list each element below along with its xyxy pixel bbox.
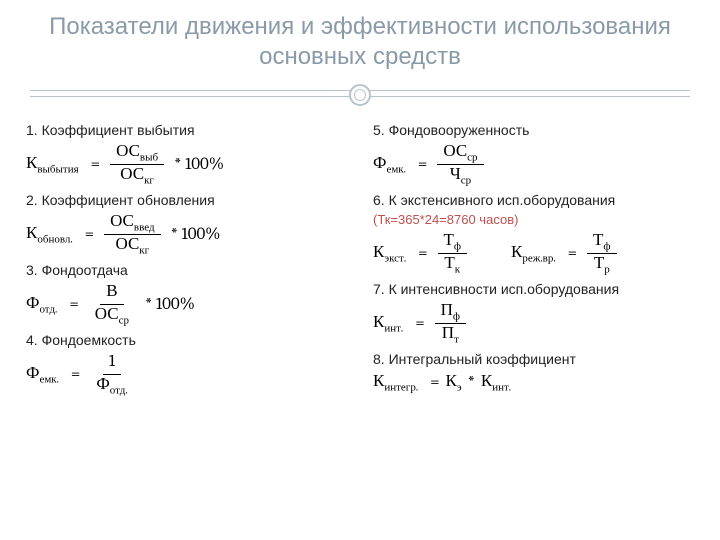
item-5: 5. Фондовооруженность Фемк. = ОСср Чср — [373, 122, 704, 186]
item-title: 7. К интенсивности исп.оборудования — [373, 281, 704, 297]
formula: Кинтегр. = Кэ * Кинт. — [373, 371, 704, 393]
item-3: 3. Фондоотдача Фотд. = В ОСср * 100% — [26, 262, 357, 326]
item-title: 3. Фондоотдача — [26, 262, 357, 278]
item-7: 7. К интенсивности исп.оборудования Кинт… — [373, 281, 704, 345]
item-4: 4. Фондоемкость Фемк. = 1 Фотд. — [26, 332, 357, 396]
formula: Фемк. = 1 Фотд. — [26, 352, 357, 396]
item-title: 4. Фондоемкость — [26, 332, 357, 348]
item-6: 6. К экстенсивного исп.оборудования (Тк=… — [373, 192, 704, 275]
formula: Кэкст. = Тф Тк Креж.вр. = Тф Тр — [373, 231, 704, 275]
formula: Кинт. = Пф Пт — [373, 301, 704, 345]
left-column: 1. Коэффициент выбытия Квыбытия = ОСвыб … — [26, 116, 365, 403]
item-1: 1. Коэффициент выбытия Квыбытия = ОСвыб … — [26, 122, 357, 186]
formula: Кобновл. = ОСввед ОСкг * 100% — [26, 212, 357, 256]
item-title: 5. Фондовооруженность — [373, 122, 704, 138]
item-title: 2. Коэффициент обновления — [26, 192, 357, 208]
item-8: 8. Интегральный коэффициент Кинтегр. = К… — [373, 351, 704, 393]
item-title: 1. Коэффициент выбытия — [26, 122, 357, 138]
formula: Квыбытия = ОСвыб ОСкг * 100% — [26, 142, 357, 186]
slide-title: Показатели движения и эффективности испо… — [0, 0, 720, 78]
item-2: 2. Коэффициент обновления Кобновл. = ОСв… — [26, 192, 357, 256]
right-column: 5. Фондовооруженность Фемк. = ОСср Чср 6… — [365, 116, 704, 403]
ornament-circle — [349, 84, 371, 106]
content-area: 1. Коэффициент выбытия Квыбытия = ОСвыб … — [0, 116, 720, 403]
title-divider — [0, 80, 720, 108]
formula: Фемк. = ОСср Чср — [373, 142, 704, 186]
item-title: 8. Интегральный коэффициент — [373, 351, 704, 367]
item-note: (Тк=365*24=8760 часов) — [373, 212, 704, 227]
item-title: 6. К экстенсивного исп.оборудования — [373, 192, 704, 208]
formula: Фотд. = В ОСср * 100% — [26, 282, 357, 326]
